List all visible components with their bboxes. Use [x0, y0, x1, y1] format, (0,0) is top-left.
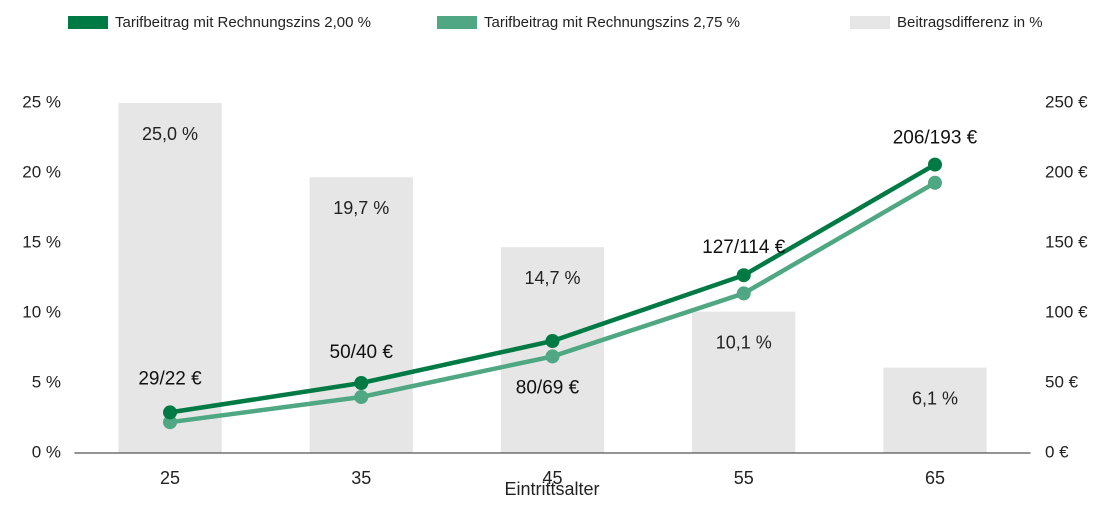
y-tick-label: 10 %	[22, 302, 61, 321]
y2-tick-label: 200 €	[1045, 162, 1088, 181]
bar	[118, 103, 222, 453]
point	[163, 415, 178, 430]
point	[354, 376, 369, 390]
y2-tick-label: 0 €	[1045, 442, 1069, 461]
y-tick-label: 0 %	[32, 442, 61, 461]
bar	[692, 311, 796, 453]
point-label: 206/193 €	[893, 128, 978, 149]
x-tick-label: 55	[734, 468, 754, 488]
y2-tick-label: 250 €	[1045, 92, 1088, 111]
bar-label: 19,7 %	[333, 198, 389, 218]
legend-label: Tarifbeitrag mit Rechnungszins 2,75 %	[484, 14, 740, 31]
y2-tick-label: 150 €	[1045, 232, 1088, 251]
legend-label: Beitragsdifferenz in %	[897, 14, 1043, 31]
x-tick-label: 65	[925, 468, 945, 488]
point-label: 80/69 €	[516, 377, 580, 398]
legend-label: Tarifbeitrag mit Rechnungszins 2,00 %	[115, 14, 371, 31]
x-tick-label: 45	[542, 468, 562, 488]
bar-label: 14,7 %	[524, 268, 580, 288]
y2-tick-label: 100 €	[1045, 302, 1088, 321]
point	[927, 157, 942, 172]
legend-swatch	[68, 16, 108, 29]
x-tick-label: 35	[351, 468, 371, 488]
point	[163, 405, 178, 420]
bar	[309, 177, 413, 453]
point	[736, 286, 751, 301]
legend-swatch	[850, 16, 890, 29]
point-label: 127/114 €	[702, 237, 786, 258]
bar-label: 25,0 %	[142, 124, 198, 144]
point	[545, 334, 560, 348]
bar-label: 10,1 %	[716, 332, 772, 352]
point	[545, 349, 560, 364]
x-axis-label: Eintrittsalter	[504, 479, 599, 499]
y-tick-label: 25 %	[22, 92, 61, 111]
point	[736, 268, 751, 283]
bar-label: 6,1 %	[912, 388, 958, 408]
x-tick-label: 25	[160, 468, 180, 488]
y-tick-label: 15 %	[22, 232, 61, 251]
point	[927, 175, 942, 190]
point	[354, 390, 369, 404]
bar	[883, 367, 987, 453]
y2-tick-label: 50 €	[1045, 372, 1079, 391]
y-tick-label: 5 %	[32, 372, 61, 391]
y-tick-label: 20 %	[22, 162, 61, 181]
legend-swatch	[437, 16, 477, 29]
point-label: 29/22 €	[138, 368, 202, 389]
point-label: 50/40 €	[330, 342, 394, 363]
